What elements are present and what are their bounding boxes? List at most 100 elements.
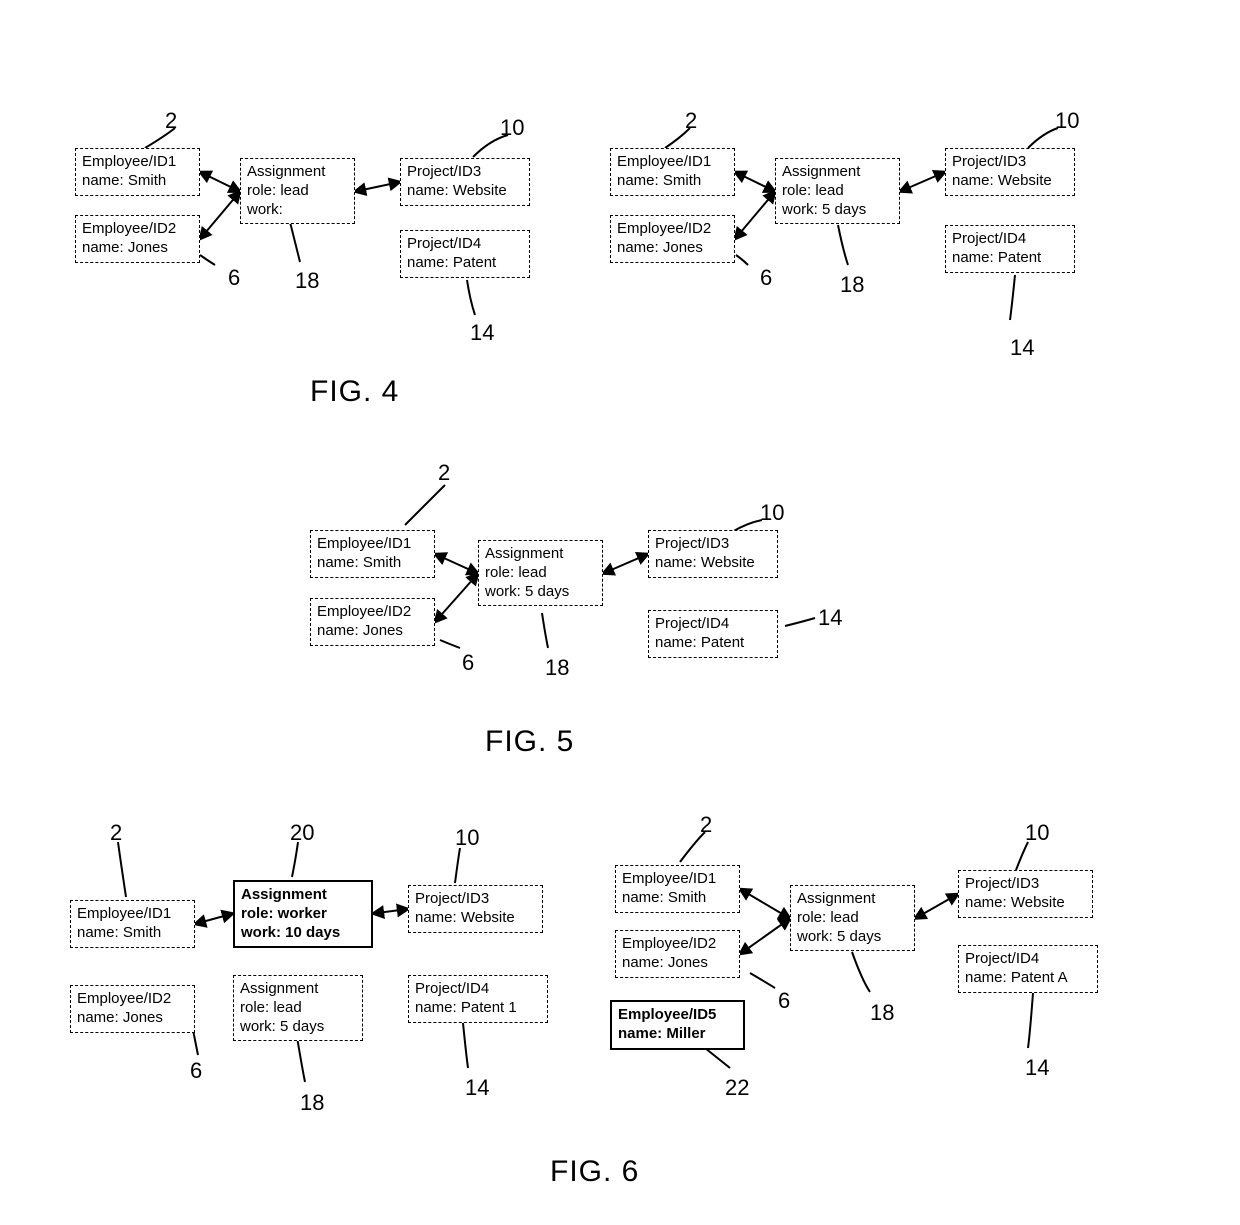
- box-title: Project/ID4: [415, 980, 541, 999]
- entity-box: Assignmentrole: leadwork: 5 days: [233, 975, 363, 1041]
- entity-box: Project/ID3name: Website: [400, 158, 530, 206]
- entity-box: Employee/ID5name: Miller: [610, 1000, 745, 1050]
- reference-numeral: 2: [685, 108, 697, 134]
- box-field: name: Smith: [617, 172, 728, 191]
- connector-arrow: [740, 919, 790, 955]
- box-title: Project/ID4: [655, 615, 771, 634]
- box-field: role: lead: [797, 909, 908, 928]
- leader-line: [1016, 842, 1028, 870]
- leader-line: [455, 848, 460, 883]
- reference-numeral: 10: [760, 500, 784, 526]
- box-field: name: Jones: [617, 239, 728, 258]
- entity-box: Project/ID3name: Website: [648, 530, 778, 578]
- leader-line: [463, 1023, 468, 1068]
- box-field: work: 5 days: [240, 1018, 356, 1037]
- reference-numeral: 10: [500, 115, 524, 141]
- entity-box: Project/ID3name: Website: [408, 885, 543, 933]
- leader-line: [297, 1037, 305, 1082]
- box-title: Employee/ID2: [317, 603, 428, 622]
- leader-line: [1028, 993, 1033, 1048]
- entity-box: Project/ID4name: Patent 1: [408, 975, 548, 1023]
- leader-line: [290, 222, 300, 262]
- reference-numeral: 18: [300, 1090, 324, 1116]
- reference-numeral: 2: [438, 460, 450, 486]
- entity-box: Project/ID3name: Website: [958, 870, 1093, 918]
- box-title: Assignment: [240, 980, 356, 999]
- connector-arrow: [195, 914, 233, 925]
- leader-line: [440, 640, 460, 648]
- box-field: name: Patent 1: [415, 999, 541, 1018]
- entity-box: Employee/ID2name: Jones: [610, 215, 735, 263]
- box-field: work: 10 days: [241, 924, 365, 943]
- entity-box: Project/ID4name: Patent: [945, 225, 1075, 273]
- entity-box: Project/ID3name: Website: [945, 148, 1075, 196]
- box-field: name: Website: [965, 894, 1086, 913]
- reference-numeral: 6: [190, 1058, 202, 1084]
- box-title: Project/ID3: [965, 875, 1086, 894]
- box-field: name: Smith: [622, 889, 733, 908]
- connector-arrow: [355, 182, 400, 192]
- box-field: name: Jones: [82, 239, 193, 258]
- leader-line: [1010, 275, 1015, 320]
- reference-numeral: 20: [290, 820, 314, 846]
- entity-box: Employee/ID2name: Jones: [75, 215, 200, 263]
- entity-box: Employee/ID1name: Smith: [70, 900, 195, 948]
- leader-line: [750, 973, 775, 988]
- entity-box: Employee/ID1name: Smith: [310, 530, 435, 578]
- connector-arrow: [435, 554, 478, 574]
- box-title: Project/ID3: [407, 163, 523, 182]
- reference-numeral: 2: [110, 820, 122, 846]
- box-title: Project/ID3: [415, 890, 536, 909]
- entity-box: Employee/ID2name: Jones: [615, 930, 740, 978]
- box-field: role: lead: [485, 564, 596, 583]
- leader-line: [467, 280, 475, 315]
- leader-line: [118, 842, 126, 897]
- reference-numeral: 14: [1010, 335, 1034, 361]
- entity-box: Project/ID4name: Patent A: [958, 945, 1098, 993]
- reference-numeral: 22: [725, 1075, 749, 1101]
- entity-box: Project/ID4name: Patent: [648, 610, 778, 658]
- box-field: name: Website: [407, 182, 523, 201]
- connector-arrow: [740, 889, 790, 919]
- leader-line: [705, 1048, 730, 1068]
- leader-line: [292, 842, 298, 877]
- leader-line: [852, 952, 870, 992]
- leader-line: [200, 255, 215, 265]
- reference-numeral: 18: [870, 1000, 894, 1026]
- box-title: Employee/ID2: [622, 935, 733, 954]
- reference-numeral: 14: [470, 320, 494, 346]
- box-field: name: Patent: [655, 634, 771, 653]
- fig6-label: FIG. 6: [550, 1155, 639, 1189]
- connector-arrow: [915, 894, 958, 919]
- box-field: name: Website: [952, 172, 1068, 191]
- box-title: Employee/ID2: [77, 990, 188, 1009]
- leader-line: [785, 618, 815, 626]
- box-field: name: Jones: [622, 954, 733, 973]
- reference-numeral: 10: [1025, 820, 1049, 846]
- reference-numeral: 6: [228, 265, 240, 291]
- box-field: role: lead: [247, 182, 348, 201]
- connector-arrow: [373, 909, 408, 914]
- entity-box: Employee/ID2name: Jones: [70, 985, 195, 1033]
- reference-numeral: 6: [778, 988, 790, 1014]
- reference-numeral: 6: [462, 650, 474, 676]
- box-title: Employee/ID1: [617, 153, 728, 172]
- entity-box: Employee/ID2name: Jones: [310, 598, 435, 646]
- box-title: Project/ID4: [407, 235, 523, 254]
- box-field: name: Website: [655, 554, 771, 573]
- connector-arrow: [900, 172, 945, 192]
- reference-numeral: 2: [700, 812, 712, 838]
- connector-arrow: [735, 192, 775, 240]
- box-title: Project/ID4: [965, 950, 1091, 969]
- reference-numeral: 18: [295, 268, 319, 294]
- reference-numeral: 18: [840, 272, 864, 298]
- box-field: work: 5 days: [485, 583, 596, 602]
- box-field: name: Patent: [952, 249, 1068, 268]
- box-title: Employee/ID2: [617, 220, 728, 239]
- connector-arrow: [200, 172, 240, 192]
- entity-box: Employee/ID1name: Smith: [615, 865, 740, 913]
- box-title: Employee/ID5: [618, 1006, 737, 1025]
- box-title: Employee/ID1: [317, 535, 428, 554]
- box-title: Assignment: [247, 163, 348, 182]
- box-field: name: Jones: [317, 622, 428, 641]
